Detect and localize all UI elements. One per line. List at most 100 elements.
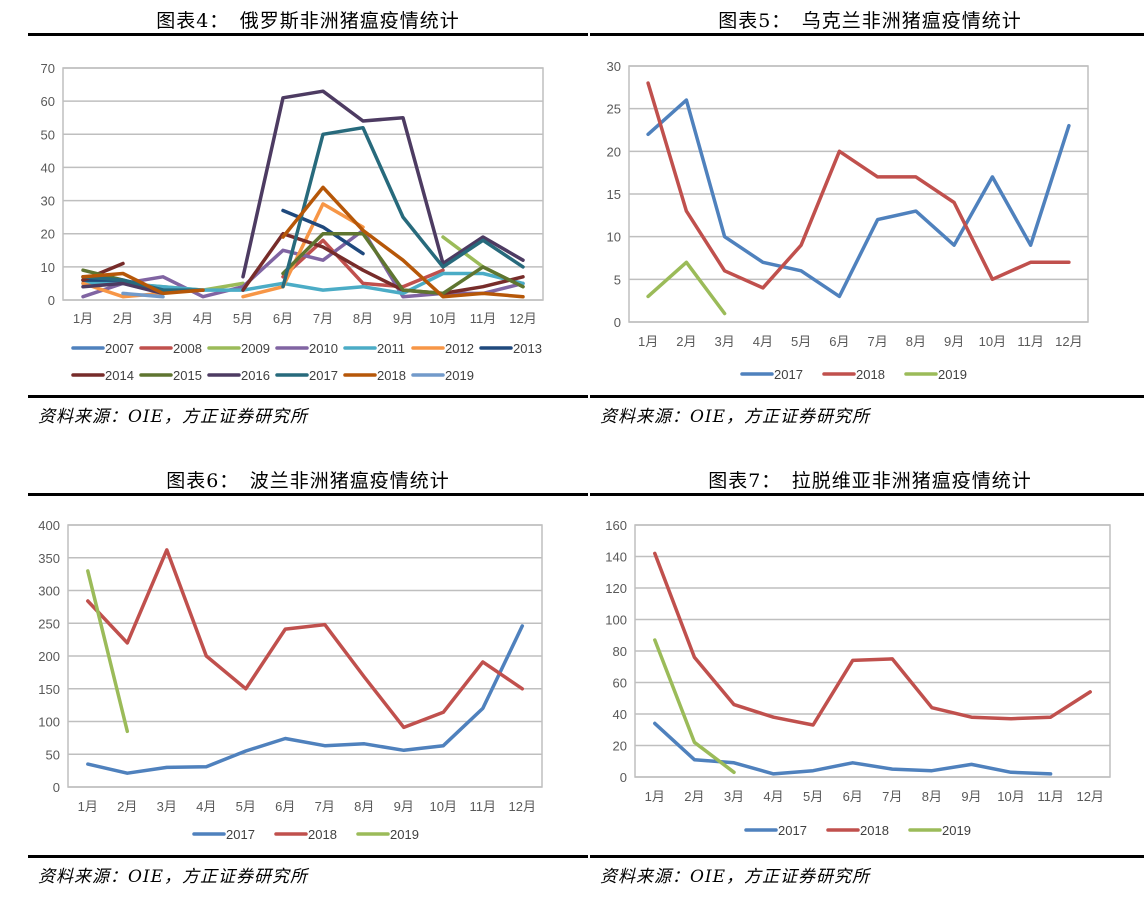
- series-2019: [121, 291, 165, 299]
- series-line-2019: [86, 569, 130, 734]
- legend-item-2017: 2017: [275, 368, 338, 383]
- y-tick-label: 300: [38, 584, 60, 599]
- x-tick-label: 5月: [236, 799, 256, 814]
- figure-6-title: 图表6： 波兰非洲猪瘟疫情统计: [166, 470, 450, 492]
- x-tick-label: 6月: [843, 789, 863, 804]
- y-tick-label: 30: [41, 194, 55, 209]
- x-tick-label: 6月: [273, 311, 293, 326]
- y-tick-label: 100: [605, 613, 627, 628]
- x-tick-label: 7月: [315, 799, 335, 814]
- series-line-2019: [646, 260, 727, 316]
- y-tick-label: 5: [614, 272, 621, 287]
- series-line-2015: [281, 231, 525, 296]
- series-line-2013: [281, 208, 365, 256]
- x-tick-label: 1月: [78, 799, 98, 814]
- x-tick-label: 5月: [233, 311, 253, 326]
- legend-item-2014: 2014: [71, 368, 134, 383]
- figure-5-source: 资料来源：OIE，方正证券研究所: [600, 407, 871, 427]
- series-2019: [653, 638, 736, 775]
- figure-6-source: 资料来源：OIE，方正证券研究所: [38, 867, 309, 887]
- series-2018: [653, 551, 1092, 727]
- y-tick-label: 20: [613, 739, 627, 754]
- legend: 2017 2018 2019: [192, 827, 419, 842]
- x-tick-label: 12月: [509, 311, 536, 326]
- series-2019: [646, 260, 727, 316]
- x-tick-label: 12月: [1055, 334, 1082, 349]
- y-tick-label: 0: [48, 293, 55, 308]
- legend-label: 2018: [856, 367, 885, 382]
- figure-7-source: 资料来源：OIE，方正证券研究所: [600, 867, 871, 887]
- legend-label: 2018: [377, 368, 406, 383]
- x-tick-label: 5月: [791, 334, 811, 349]
- y-tick-label: 100: [38, 715, 60, 730]
- legend-label: 2009: [241, 341, 270, 356]
- legend-item-2009: 2009: [207, 341, 270, 356]
- series-line-2018: [86, 548, 525, 730]
- figure-4-bottom-rule: [28, 395, 588, 398]
- series-line-2018: [653, 551, 1092, 727]
- x-tick-label: 3月: [157, 799, 177, 814]
- x-tick-label: 4月: [196, 799, 216, 814]
- series-2017: [646, 98, 1071, 299]
- y-tick-label: 400: [38, 518, 60, 533]
- x-tick-label: 9月: [961, 789, 981, 804]
- series-line-2018: [646, 81, 1071, 290]
- figure-5-chart: 0 5 10 15 20 25 30 1月 2月 3月 4月 5月 6月 7月 8月 9月 10月 11月 12月 2…: [607, 59, 1089, 382]
- x-tick-label: 10月: [430, 799, 457, 814]
- legend-item-2017: 2017: [744, 823, 807, 838]
- legend-label: 2016: [241, 368, 270, 383]
- legend-item-2013: 2013: [479, 341, 542, 356]
- legend-label: 2013: [513, 341, 542, 356]
- series-line-2016: [241, 89, 525, 279]
- figure-4-title: 图表4： 俄罗斯非洲猪瘟疫情统计: [156, 10, 460, 32]
- series-2016: [81, 89, 525, 296]
- legend-label: 2019: [445, 368, 474, 383]
- legend-item-2012: 2012: [411, 341, 474, 356]
- series-line-2018: [81, 271, 205, 296]
- legend-item-2010: 2010: [275, 341, 338, 356]
- x-tick-label: 2月: [113, 311, 133, 326]
- series-2013: [81, 208, 365, 292]
- y-tick-label: 60: [613, 676, 627, 691]
- series-line-2008: [281, 238, 445, 289]
- x-tick-label: 1月: [638, 334, 658, 349]
- x-tick-label: 10月: [429, 311, 456, 326]
- legend-label: 2014: [105, 368, 134, 383]
- figure-7-bottom-rule: [590, 855, 1144, 858]
- x-tick-label: 3月: [724, 789, 744, 804]
- y-tick-label: 250: [38, 616, 60, 631]
- legend-item-2019: 2019: [411, 368, 474, 383]
- series-line-2019: [653, 638, 736, 775]
- x-tick-label: 6月: [829, 334, 849, 349]
- legend-label: 2019: [390, 827, 419, 842]
- legend-item-2018: 2018: [822, 367, 885, 382]
- legend-item-2019: 2019: [904, 367, 967, 382]
- x-tick-label: 4月: [753, 334, 773, 349]
- legend-item-2017: 2017: [192, 827, 255, 842]
- y-tick-label: 50: [46, 747, 60, 762]
- x-tick-label: 8月: [922, 789, 942, 804]
- figure-7-top-rule: [590, 493, 1144, 496]
- legend: 2017 2018 2019: [744, 823, 971, 838]
- x-tick-label: 7月: [882, 789, 902, 804]
- x-tick-label: 9月: [394, 799, 414, 814]
- y-tick-label: 350: [38, 551, 60, 566]
- y-tick-label: 0: [53, 780, 60, 795]
- legend-item-2015: 2015: [139, 368, 202, 383]
- legend-item-2008: 2008: [139, 341, 202, 356]
- figure-4-chart: 0 10 20 30 40 50 60 70 1月 2月 3月 4月 5月 6月 7月 8月 9月 10月 11月 1…: [41, 61, 544, 383]
- x-tick-label: 9月: [944, 334, 964, 349]
- legend-item-2018: 2018: [826, 823, 889, 838]
- x-tick-label: 11月: [1037, 789, 1064, 804]
- series-line-2018: [281, 185, 525, 299]
- figure-4-source: 资料来源：OIE，方正证券研究所: [38, 407, 309, 427]
- y-tick-label: 30: [607, 59, 621, 74]
- figure-6-bottom-rule: [28, 855, 588, 858]
- series-line-2017: [653, 721, 1053, 776]
- legend-label: 2015: [173, 368, 202, 383]
- x-tick-label: 11月: [470, 311, 497, 326]
- series-2017: [86, 624, 525, 775]
- x-tick-label: 5月: [803, 789, 823, 804]
- legend-item-2017: 2017: [740, 367, 803, 382]
- series-line-2012: [241, 202, 365, 299]
